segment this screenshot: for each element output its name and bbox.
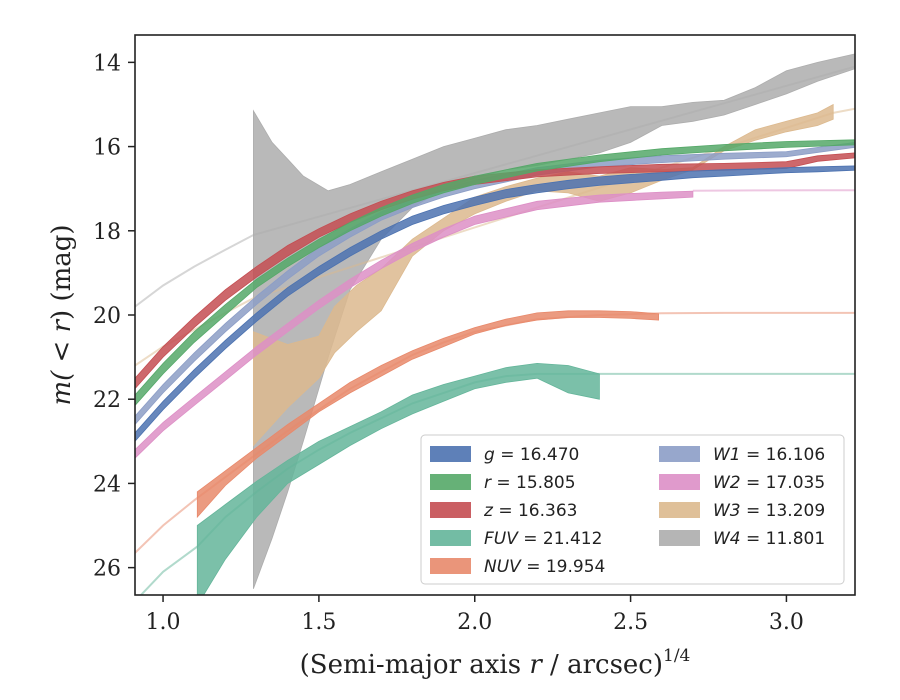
legend-band-name: FUV: [484, 529, 519, 549]
x-axis-label-main: (Semi-major axis: [300, 650, 530, 680]
legend-band-name: NUV: [484, 557, 522, 577]
legend-swatch-w4: [659, 530, 700, 546]
series-r-band: [135, 139, 855, 407]
x-axis-label-r: r: [529, 650, 543, 680]
legend-label-fuv: FUV = 21.412: [484, 529, 602, 549]
legend-band-name: W3: [713, 501, 741, 521]
legend-band-value: = 15.805: [491, 473, 576, 493]
y-tick-label: 20: [93, 304, 121, 329]
legend-label-r: r = 15.805: [484, 473, 576, 493]
y-tick-label: 22: [93, 388, 121, 413]
legend-band-name: W4: [713, 529, 741, 549]
series-nuv-band: [196, 310, 659, 519]
x-tick-label: 2.5: [613, 610, 648, 635]
x-tick-label: 1.5: [301, 610, 336, 635]
legend-band-name: z: [483, 501, 494, 521]
y-axis-label: m( < r) (mag): [47, 224, 77, 405]
legend-band-name: g: [484, 445, 495, 465]
y-axis-label-lt: <: [47, 332, 77, 370]
series-w2-band: [135, 190, 694, 459]
y-tick-label: 16: [93, 136, 121, 161]
series-w3-band: [252, 103, 834, 447]
y-tick-label: 24: [93, 472, 121, 497]
x-axis-label-unit: / arcsec): [542, 650, 663, 680]
legend-label-w3: W3 = 13.209: [713, 501, 825, 521]
legend-label-w2: W2 = 17.035: [713, 473, 825, 493]
legend-swatch-r: [430, 474, 471, 490]
legend-swatch-w2: [659, 474, 700, 490]
y-axis-ticks: 14 16 18 20 22 24 26: [93, 51, 135, 582]
y-tick-label: 18: [93, 220, 121, 245]
y-axis-label-r: r: [47, 318, 77, 332]
series-fuv-band: [196, 362, 600, 595]
legend-band-name: W2: [713, 473, 741, 493]
series-w2-extrapolation: [692, 189, 855, 192]
legend-band-value: = 13.209: [741, 501, 826, 521]
series-z-band: [135, 152, 855, 390]
legend-band-value: = 19.954: [521, 557, 606, 577]
y-tick-label: 26: [93, 557, 121, 582]
legend-band-name: r: [484, 473, 492, 493]
y-axis-label-m: m(: [47, 370, 77, 406]
legend-swatch-nuv: [430, 558, 471, 574]
legend-label-z: z = 16.363: [483, 501, 577, 521]
x-axis-ticks: 1.0 1.5 2.0 2.5 3.0: [146, 595, 804, 635]
y-tick-label: 14: [93, 51, 121, 76]
x-tick-label: 3.0: [769, 610, 804, 635]
legend-band-value: = 11.801: [741, 529, 826, 549]
legend-band-name: W1: [713, 445, 741, 465]
legend-box: [420, 434, 845, 585]
legend-band-value: = 21.412: [518, 529, 603, 549]
x-tick-label: 2.0: [457, 610, 492, 635]
x-axis-label-exponent: 1/4: [663, 646, 690, 666]
legend-band-value: = 16.470: [495, 445, 580, 465]
legend-swatch-fuv: [430, 530, 471, 546]
legend-band-value: = 16.363: [493, 501, 578, 521]
legend-band-value: = 17.035: [741, 473, 826, 493]
legend-swatch-g: [430, 446, 471, 462]
x-tick-label: 1.0: [146, 610, 181, 635]
legend-label-nuv: NUV = 19.954: [484, 557, 605, 577]
legend-swatch-z: [430, 502, 471, 518]
series-layer: [135, 53, 855, 595]
legend-swatch-w3: [659, 502, 700, 518]
legend-label-g: g = 16.470: [484, 445, 579, 465]
legend-label-w4: W4 = 11.801: [713, 529, 825, 549]
y-axis-label-unit: ) (mag): [47, 224, 77, 320]
legend-swatch-w1: [659, 446, 700, 462]
legend-band-value: = 16.106: [741, 445, 826, 465]
x-axis-label: (Semi-major axis r / arcsec)1/4: [300, 646, 691, 680]
legend-label-w1: W1 = 16.106: [713, 445, 825, 465]
series-g-band: [135, 165, 855, 442]
